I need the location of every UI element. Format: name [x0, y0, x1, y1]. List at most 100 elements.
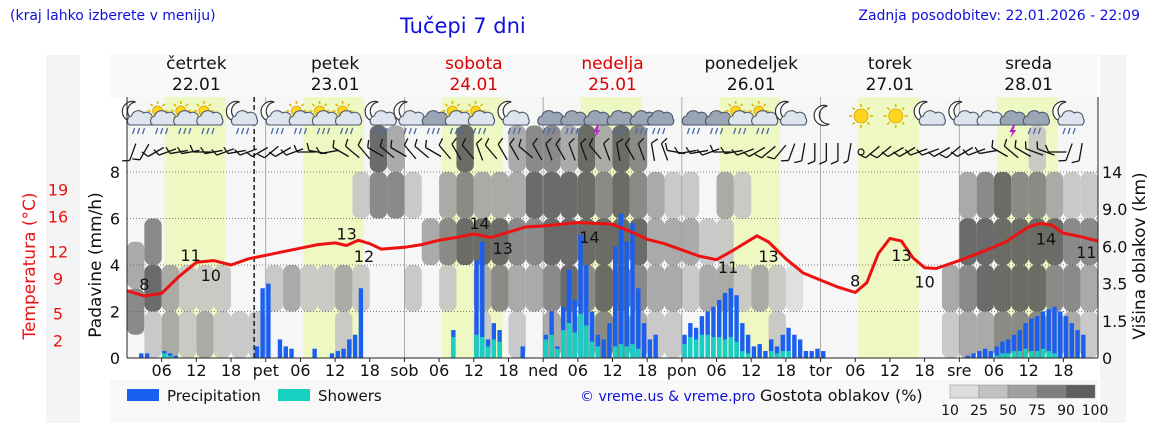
- cloud-cell: [664, 172, 682, 219]
- cloud-cell: [1063, 218, 1081, 265]
- shower-bar: [584, 325, 589, 358]
- cloud-cell: [1080, 218, 1098, 265]
- wind-barb: [403, 138, 417, 160]
- sun-cloud-rain-icon: [442, 101, 472, 135]
- shower-bar: [705, 334, 710, 358]
- cloud-cell: [1063, 172, 1081, 219]
- cloud-cell: [1080, 172, 1098, 219]
- x-tick-label: 12: [186, 361, 206, 380]
- shower-bar: [474, 334, 479, 358]
- x-tick-label: pet: [253, 361, 279, 380]
- precip-bar: [1063, 316, 1069, 358]
- precip-bar: [289, 348, 294, 358]
- x-tick-label: 12: [325, 361, 345, 380]
- wind-barb: [843, 143, 852, 164]
- cloud-cell: [612, 172, 630, 219]
- cloud-cell: [959, 218, 977, 265]
- shower-bar: [711, 337, 716, 358]
- x-tick-label: 06: [845, 361, 865, 380]
- cloud-legend-level: 10: [941, 403, 959, 419]
- precip-bar: [734, 295, 739, 358]
- cloud-cell: [560, 172, 578, 219]
- cloud-cell: [161, 311, 180, 358]
- temperature-label: 11: [718, 258, 738, 277]
- cloud-rain-icon: [647, 110, 675, 135]
- credit-link[interactable]: © vreme.us & vreme.pro: [580, 389, 755, 405]
- cloud-cell: [491, 172, 509, 219]
- wind-barb: [660, 137, 669, 161]
- wind-barb: [438, 138, 452, 160]
- precip-bar: [312, 348, 317, 358]
- precip-bar: [977, 351, 982, 358]
- wind-barb: [132, 143, 150, 161]
- shower-bar: [699, 334, 705, 358]
- precip-bar: [624, 241, 629, 358]
- cloud-cell: [941, 311, 960, 358]
- left-panel-bg: [46, 55, 80, 423]
- cloud-height-tick-label: 0: [1102, 349, 1112, 368]
- precip-bar: [1075, 330, 1080, 358]
- moon-cloud-rain-icon: [393, 100, 426, 135]
- x-tick-label: tor: [809, 361, 832, 380]
- precip-bar: [1011, 334, 1017, 358]
- wind-barb: [451, 137, 462, 161]
- cloud-cell: [543, 218, 561, 265]
- day-name: nedelja: [581, 54, 643, 74]
- wind-barb: [484, 138, 498, 160]
- cloud-cell: [595, 265, 613, 312]
- precip-bar: [1040, 311, 1046, 358]
- x-tick-label: 18: [221, 361, 241, 380]
- cloud-height-tick-label: 14: [1102, 163, 1122, 182]
- precip-bar: [613, 246, 618, 358]
- sun-cloud-rain-icon: [309, 101, 340, 135]
- precip-bar: [763, 351, 768, 358]
- cloud-cell: [196, 265, 214, 312]
- shower-bar: [497, 341, 502, 358]
- cloud-height-tick-label: 9.0: [1102, 200, 1127, 219]
- cloud-cell: [716, 172, 734, 219]
- precip-bar: [618, 213, 624, 358]
- precip-bar: [988, 351, 994, 358]
- cloud-legend-level: 50: [999, 403, 1017, 419]
- shower-bar: [786, 351, 791, 358]
- precip-bar: [1023, 323, 1028, 358]
- precip-bar: [641, 323, 647, 358]
- shower-bar: [734, 341, 739, 358]
- wind-barb: [830, 143, 839, 165]
- cloud-rain-icon: [1022, 110, 1050, 135]
- cloud-cell: [699, 218, 717, 265]
- cloud-cell: [335, 265, 353, 312]
- precip-bar: [335, 351, 340, 358]
- wind-barb: [731, 148, 755, 156]
- temperature-label: 10: [914, 273, 934, 292]
- day-name: sobota: [445, 54, 503, 74]
- wind-barb: [211, 148, 234, 156]
- cloud-cell: [699, 265, 717, 312]
- wind-barb: [696, 148, 720, 156]
- cloud-cell: [473, 172, 492, 219]
- precip-bar: [1081, 334, 1086, 358]
- day-date: 27.01: [866, 75, 915, 95]
- temperature-label: 13: [493, 239, 513, 258]
- x-tick-label: 06: [706, 361, 726, 380]
- cloud-cell: [1045, 265, 1064, 312]
- shower-bar: [543, 339, 549, 358]
- cloud-cell: [560, 218, 578, 265]
- x-tick-label: 06: [568, 361, 588, 380]
- wind-barb: [991, 139, 1008, 158]
- wind-barb: [257, 145, 279, 159]
- wind-barb: [650, 138, 659, 161]
- precip-bar: [1046, 309, 1051, 358]
- cloud-cell: [976, 172, 994, 219]
- precip-bar: [347, 339, 352, 358]
- shower-bar: [1023, 348, 1028, 358]
- wind-barb: [280, 148, 304, 156]
- x-tick-label: 18: [1053, 361, 1073, 380]
- cloud-cell: [543, 265, 561, 312]
- precip-bar: [572, 299, 577, 358]
- day-name: četrtek: [166, 54, 227, 74]
- precip-bar: [329, 353, 335, 358]
- shower-bar: [740, 351, 745, 358]
- wind-barb: [939, 145, 961, 159]
